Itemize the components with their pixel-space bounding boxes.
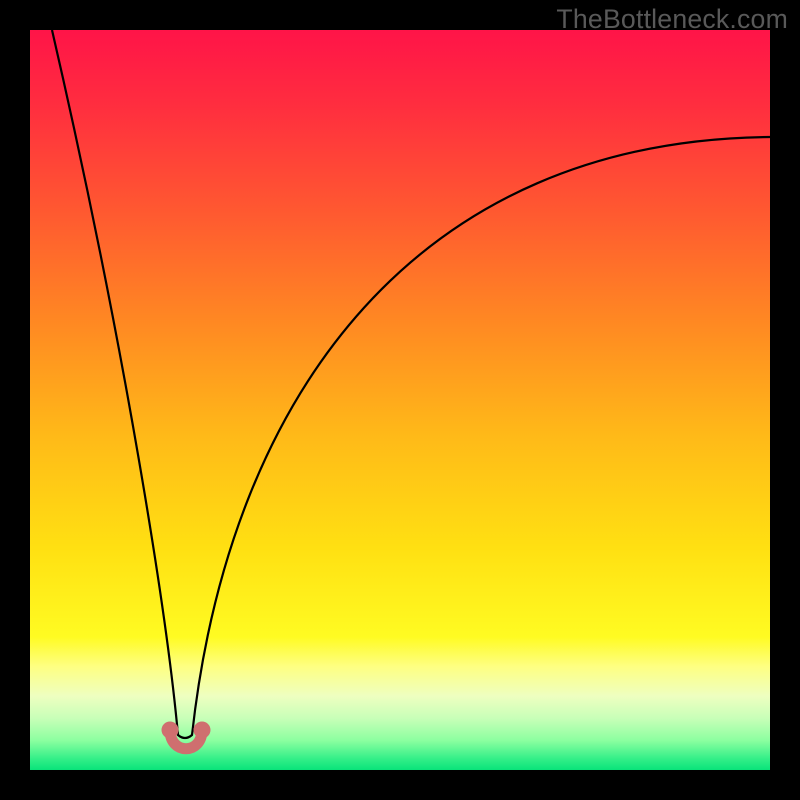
notch-marker-left xyxy=(162,722,179,739)
watermark-text: TheBottleneck.com xyxy=(556,4,788,35)
notch-marker-right xyxy=(194,722,211,739)
plot-background-gradient xyxy=(30,30,770,770)
chart-root: TheBottleneck.com xyxy=(0,0,800,800)
bottleneck-curve-chart xyxy=(0,0,800,800)
